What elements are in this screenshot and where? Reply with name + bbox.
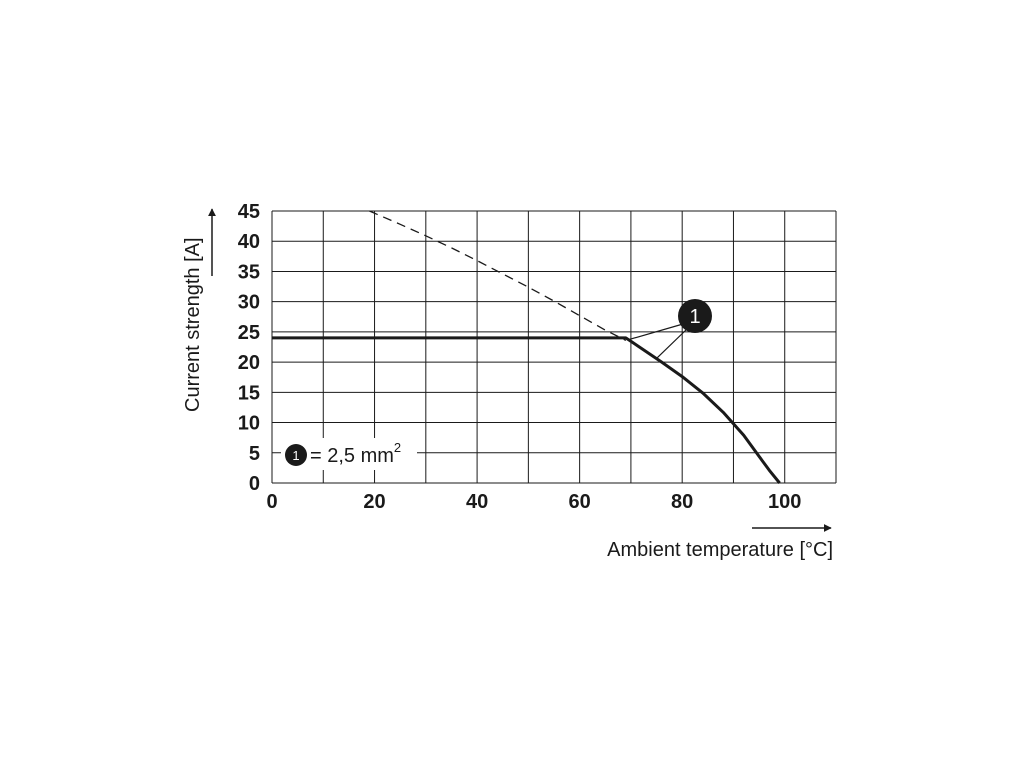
x-tick-label: 20 xyxy=(363,491,385,513)
y-tick-label: 5 xyxy=(249,443,260,465)
tick-labels: 0 20 40 60 80 100 0 5 10 15 20 25 30 35 40 45 xyxy=(238,201,802,513)
annotation-marker xyxy=(678,299,712,333)
y-tick-label: 25 xyxy=(238,322,260,344)
y-tick-label: 45 xyxy=(238,201,260,223)
y-axis-label: Current strength [A] xyxy=(182,237,204,412)
x-tick-label: 60 xyxy=(569,491,591,513)
x-tick-label: 80 xyxy=(671,491,693,513)
x-axis-label: Ambient temperature [°C] xyxy=(607,539,833,561)
series-line-dashed xyxy=(369,210,627,341)
legend-text-superscript: 2 xyxy=(394,440,401,455)
x-tick-label: 100 xyxy=(768,491,801,513)
annotation-marker-label: 1 xyxy=(689,306,700,328)
x-tick-label: 40 xyxy=(466,491,488,513)
series-line-solid xyxy=(272,336,781,484)
legend-marker-label: 1 xyxy=(292,448,299,463)
x-tick-label: 0 xyxy=(266,491,277,513)
y-tick-label: 15 xyxy=(238,382,260,404)
legend: 1 = 2,5 mm2 xyxy=(281,438,417,470)
grid xyxy=(271,210,837,484)
legend-marker xyxy=(285,444,307,466)
legend-text: = 2,5 mm2 xyxy=(310,440,401,467)
y-tick-label: 30 xyxy=(238,292,260,314)
y-tick-label: 10 xyxy=(238,413,260,435)
annotations: 1 xyxy=(629,299,712,359)
legend-text-main: = 2,5 mm xyxy=(310,445,394,467)
series-group xyxy=(272,210,781,484)
annotation-leader-line xyxy=(629,323,684,340)
y-tick-label: 35 xyxy=(238,261,260,283)
y-tick-label: 40 xyxy=(238,231,260,253)
annotation-leader-line xyxy=(656,328,688,359)
y-tick-label: 0 xyxy=(249,473,260,495)
y-tick-label: 20 xyxy=(238,352,260,374)
